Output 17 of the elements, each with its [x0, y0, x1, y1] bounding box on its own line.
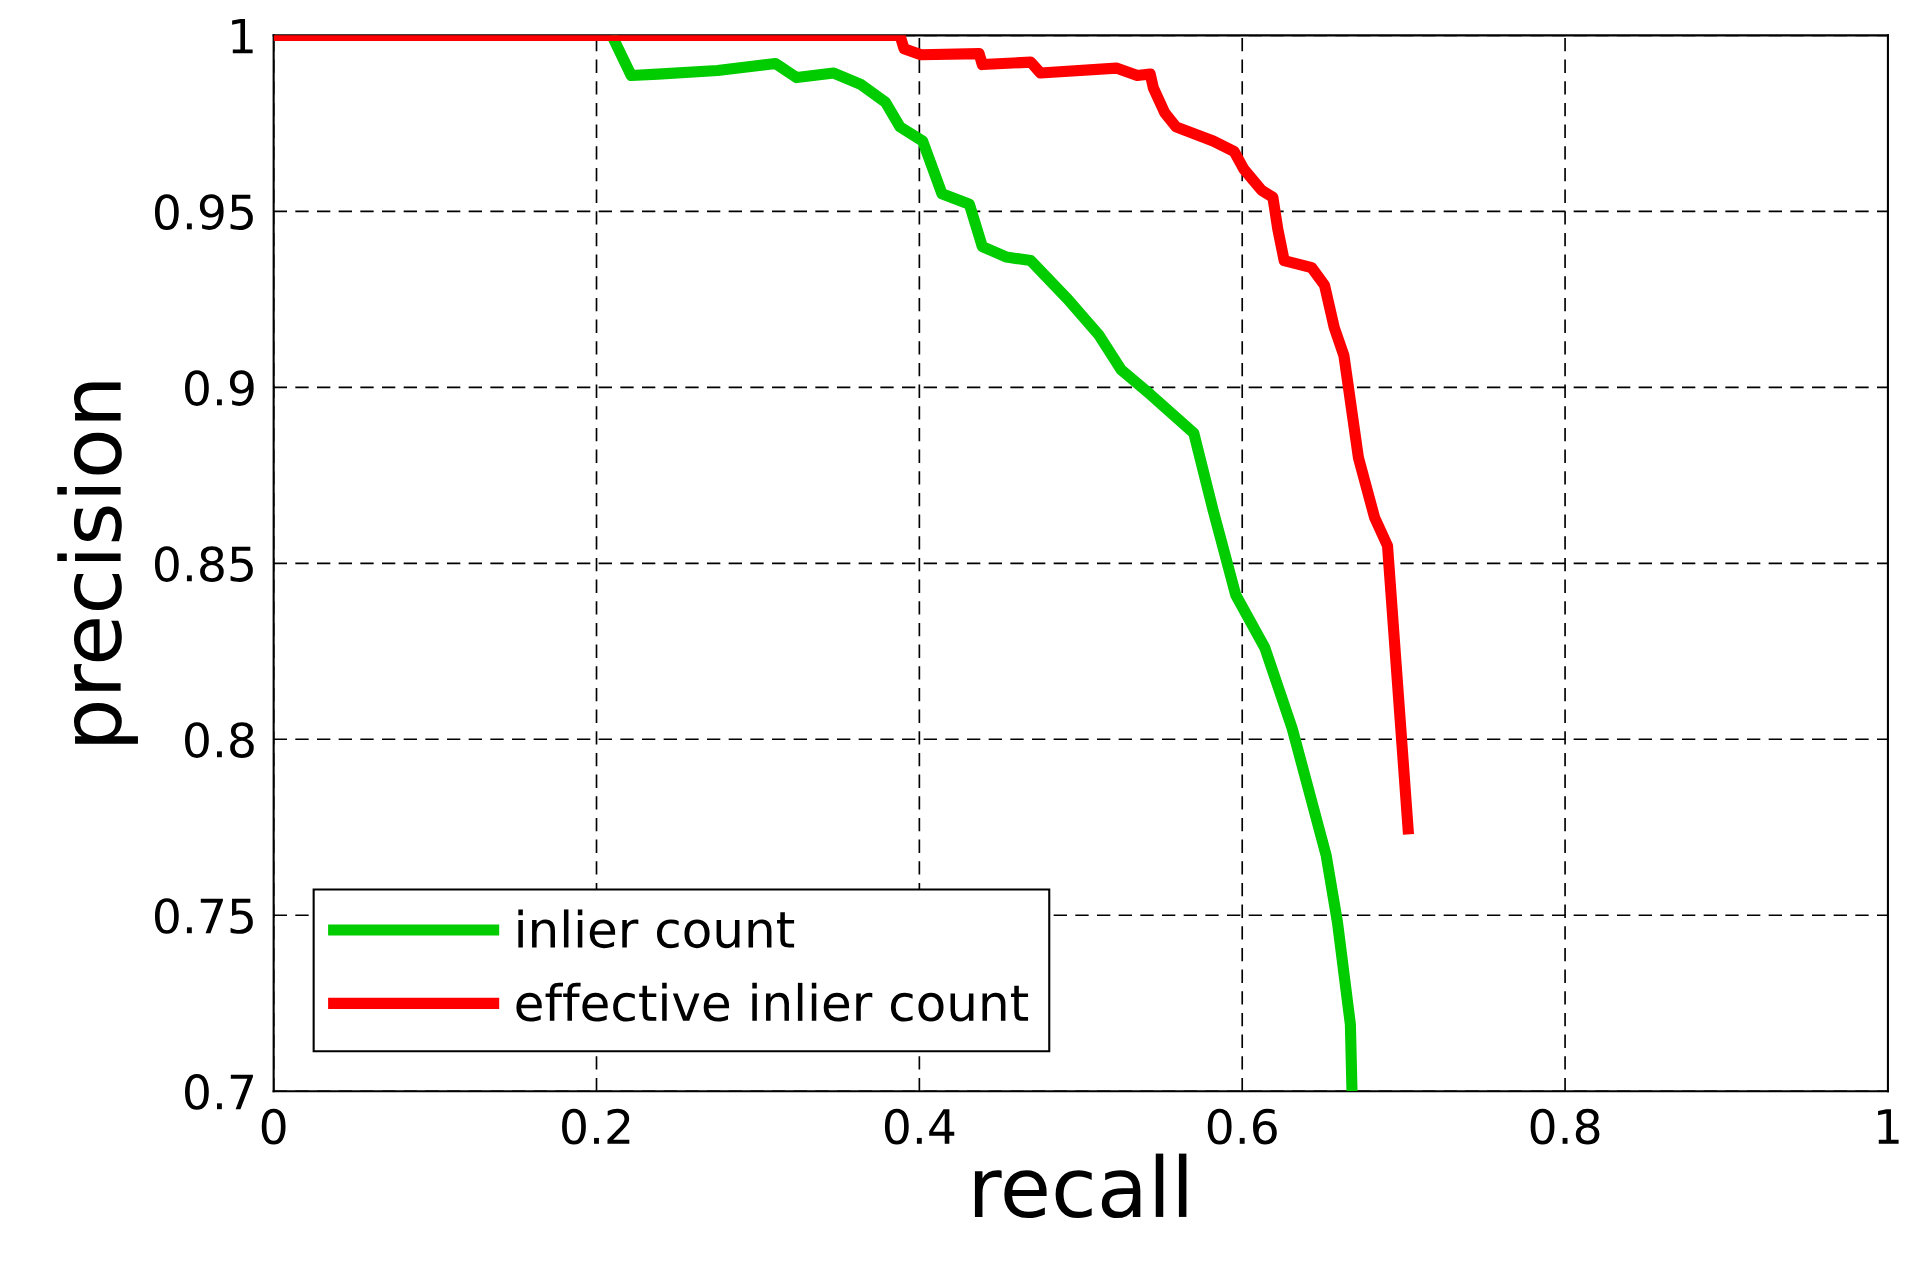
y-tick-label: 0.95 [154, 194, 253, 230]
y-tick-label: 0.9 [185, 370, 254, 406]
x-tick-label: 0.4 [884, 1108, 955, 1145]
y-tick-label: 1 [232, 18, 253, 54]
x-tick-label: 0.2 [562, 1108, 630, 1145]
y-tick-label: 0.8 [185, 722, 254, 758]
y-tick-label: 0.7 [185, 1074, 253, 1110]
x-tick-label: 0.8 [1530, 1108, 1600, 1145]
legend-label: inlier count [518, 909, 795, 949]
y-tick-label: 0.85 [154, 546, 253, 582]
x-tick-label: 1 [1878, 1109, 1899, 1144]
x-tick-label: 0 [261, 1108, 286, 1145]
y-axis-title: precision [57, 382, 138, 744]
legend-label: effective inlier count [516, 982, 1029, 1022]
x-axis-title: recall [974, 1153, 1187, 1219]
y-tick-label: 0.75 [154, 898, 253, 934]
x-tick-label: 0.6 [1207, 1108, 1277, 1145]
